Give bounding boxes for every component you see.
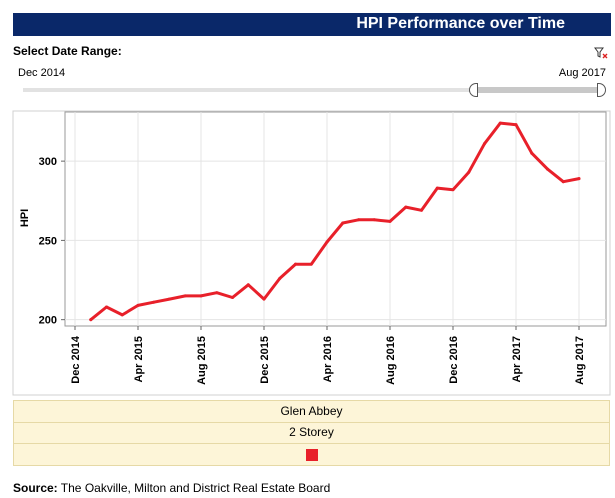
x-tick-label: Aug 2016	[385, 336, 397, 385]
source-note: Source: The Oakville, Milton and Distric…	[13, 481, 330, 495]
data-point	[546, 167, 549, 171]
date-range-start: Dec 2014	[18, 67, 66, 79]
data-point	[467, 170, 471, 174]
data-point	[105, 305, 108, 309]
x-tick-label: Apr 2016	[322, 336, 334, 382]
y-tick-label: 200	[39, 315, 57, 327]
data-point	[294, 262, 297, 266]
grid-lines	[61, 112, 606, 330]
data-point	[435, 186, 439, 190]
x-tick-label: Aug 2017	[574, 336, 586, 385]
data-point	[372, 218, 376, 222]
data-point	[152, 300, 156, 304]
source-label: Source:	[13, 481, 58, 495]
legend-swatch	[306, 449, 318, 461]
data-point	[341, 221, 345, 225]
data-point	[325, 240, 329, 244]
data-point	[246, 283, 250, 287]
y-tick-labels: 200 250 300	[39, 156, 57, 327]
data-point	[120, 313, 124, 317]
source-text: The Oakville, Milton and District Real E…	[57, 481, 331, 495]
series-layer	[89, 121, 581, 322]
data-point	[483, 142, 486, 146]
x-tick-label: Dec 2014	[70, 335, 82, 384]
legend-community: Glen Abbey	[14, 401, 609, 423]
data-point	[168, 297, 171, 301]
data-point	[451, 188, 455, 192]
x-tick-label: Apr 2017	[511, 336, 523, 382]
data-point	[514, 123, 518, 127]
date-range-end-handle[interactable]	[597, 83, 606, 97]
date-range-end: Aug 2017	[558, 67, 606, 79]
x-tick-label: Dec 2015	[259, 336, 271, 384]
x-tick-label: Dec 2016	[448, 336, 460, 384]
date-range-slider-selection[interactable]	[474, 87, 604, 93]
data-point	[278, 276, 282, 280]
date-range-label: Select Date Range:	[13, 44, 122, 58]
date-range-start-handle[interactable]	[469, 83, 478, 97]
title-bar: HPI Performance over Time	[13, 13, 611, 36]
y-axis-title: HPI	[19, 209, 31, 227]
data-point	[309, 262, 313, 266]
date-range-slider-track[interactable]	[23, 88, 604, 92]
data-point	[136, 303, 140, 307]
series-line-0	[89, 121, 581, 322]
y-tick-label: 300	[39, 156, 57, 168]
data-point	[231, 295, 234, 299]
x-tick-label: Apr 2015	[133, 336, 145, 382]
data-point	[388, 219, 392, 223]
x-tick-labels: Dec 2014 Apr 2015 Aug 2015 Dec 2015 Apr 2016…	[70, 335, 586, 385]
x-tick-label: Aug 2015	[196, 336, 208, 385]
data-point	[420, 208, 423, 212]
data-point	[561, 180, 565, 184]
legend-housing-type: 2 Storey	[14, 422, 609, 444]
data-point	[89, 318, 93, 322]
data-point	[404, 205, 408, 209]
plot-area	[64, 111, 607, 327]
data-point	[215, 291, 219, 295]
data-point	[498, 121, 502, 125]
data-point	[530, 151, 534, 155]
data-point	[262, 297, 266, 301]
clear-filter-icon[interactable]	[594, 46, 608, 60]
data-point	[577, 177, 581, 181]
data-point	[357, 218, 360, 222]
legend: Glen Abbey 2 Storey	[13, 400, 610, 466]
data-point	[199, 294, 203, 298]
data-point	[183, 294, 187, 298]
page-title: HPI Performance over Time	[356, 15, 565, 32]
y-tick-label: 250	[39, 235, 57, 247]
